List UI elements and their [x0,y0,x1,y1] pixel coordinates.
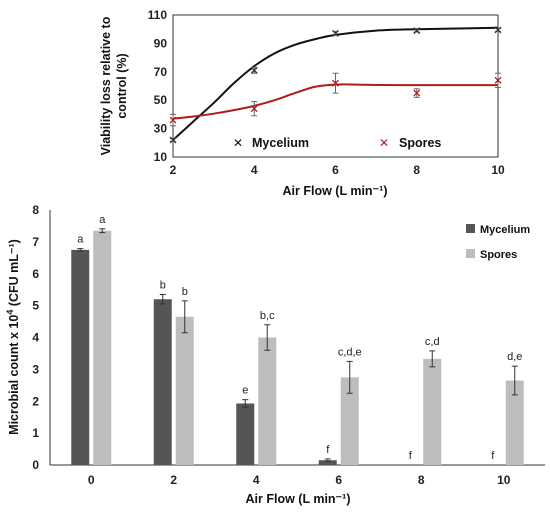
legend-mycelium-swatch [466,224,475,233]
legend-spores-marker: ✕ [379,136,389,150]
legend-spores-swatch [466,249,475,258]
bottom-x-tick-label: 8 [418,473,425,487]
mycelium-significance-letter: f [409,450,413,462]
spores-point [413,89,421,97]
spores-bar [340,377,359,465]
top-x-tick-label: 10 [491,163,505,177]
top-y-tick-label: 30 [154,122,168,136]
mycelium-significance-letter: f [491,450,495,462]
legend-spores-label: Spores [399,136,441,150]
top-y-tick-label: 70 [154,65,168,79]
bottom-x-tick-label: 6 [335,473,342,487]
top-x-tick-label: 6 [332,163,339,177]
bottom-ylabel-exponent: 4 [5,310,15,315]
mycelium-bar [236,403,255,465]
bottom-x-tick-label: 4 [253,473,260,487]
spores-bar [423,358,442,465]
top-x-tick-label: 8 [413,163,420,177]
bottom-ylabel: Microbial count x 104 (CFU mL⁻¹) [5,239,21,435]
spores-point [494,76,502,84]
top-xlabel: Air Flow (L min⁻¹) [283,184,388,198]
top-x-tick-label: 4 [251,163,258,177]
bottom-x-tick-label: 0 [88,473,95,487]
spores-point [250,105,258,113]
bottom-y-tick-label: 0 [32,458,39,472]
bottom-y-tick-label: 7 [32,235,39,249]
bottom-y-tick-label: 1 [32,426,39,440]
mycelium-significance-letter: b [160,279,166,291]
bottom-y-tick-label: 8 [32,203,39,217]
spores-fit-line [172,83,498,120]
legend-spores-label: Spores [480,249,517,261]
bottom-x-tick-label: 2 [170,473,177,487]
top-y-tick-label: 10 [154,150,168,164]
spores-significance-letter: b [182,286,188,298]
spores-significance-letter: c,d,e [338,346,362,358]
mycelium-significance-letter: e [242,385,248,397]
mycelium-point [332,30,339,37]
viability-loss-chart: 10 30 50 70 90 110 2 4 6 8 10 Viability loss rela… [99,8,505,198]
mycelium-point [169,136,177,144]
spores-point [169,116,177,124]
bottom-y-tick-label: 2 [32,394,39,408]
mycelium-point [413,27,421,35]
spores-significance-letter: b,c [260,310,275,322]
legend-mycelium-label: Mycelium [252,136,309,150]
top-y-tick-label: 110 [148,8,168,22]
spores-bar [258,337,277,465]
bottom-legend: Mycelium Spores [466,224,530,261]
legend-mycelium-marker: ✕ [233,136,243,150]
spores-bar [93,230,112,465]
spores-significance-letter: a [99,214,106,226]
top-ylabel-line1: Viability loss relative to [99,16,113,155]
mycelium-significance-letter: f [326,444,330,456]
bottom-y-tick-label: 3 [32,362,39,376]
legend-mycelium-label: Mycelium [480,224,530,236]
spores-significance-letter: d,e [507,351,522,363]
spores-significance-letter: c,d [425,336,440,348]
spores-point [332,79,339,87]
top-y-tick-label: 50 [154,93,168,107]
mycelium-bar [71,249,90,465]
top-legend: ✕ Mycelium ✕ Spores [233,136,441,150]
top-ylabel-line2: control (%) [115,53,129,118]
bottom-y-tick-label: 4 [32,331,39,345]
bottom-xlabel: Air Flow (L min⁻¹) [246,492,351,506]
bottom-y-tick-label: 6 [32,267,39,281]
top-y-tick-label: 90 [154,36,168,50]
bottom-y-tick-label: 5 [32,299,39,313]
microbial-count-chart: 0 1 2 3 4 5 6 7 8 0 2 4 6 8 10 a a b b e b,c f c,d,e f c,d f d,e… [5,203,545,506]
spores-bar [175,316,194,465]
spores-bar [505,380,524,465]
mycelium-point [250,66,258,74]
top-x-tick-label: 2 [170,163,177,177]
mycelium-significance-letter: a [77,234,84,246]
mycelium-bar [318,460,337,465]
mycelium-point [494,26,502,34]
bottom-x-tick-label: 10 [497,473,511,487]
mycelium-bar [153,299,172,465]
